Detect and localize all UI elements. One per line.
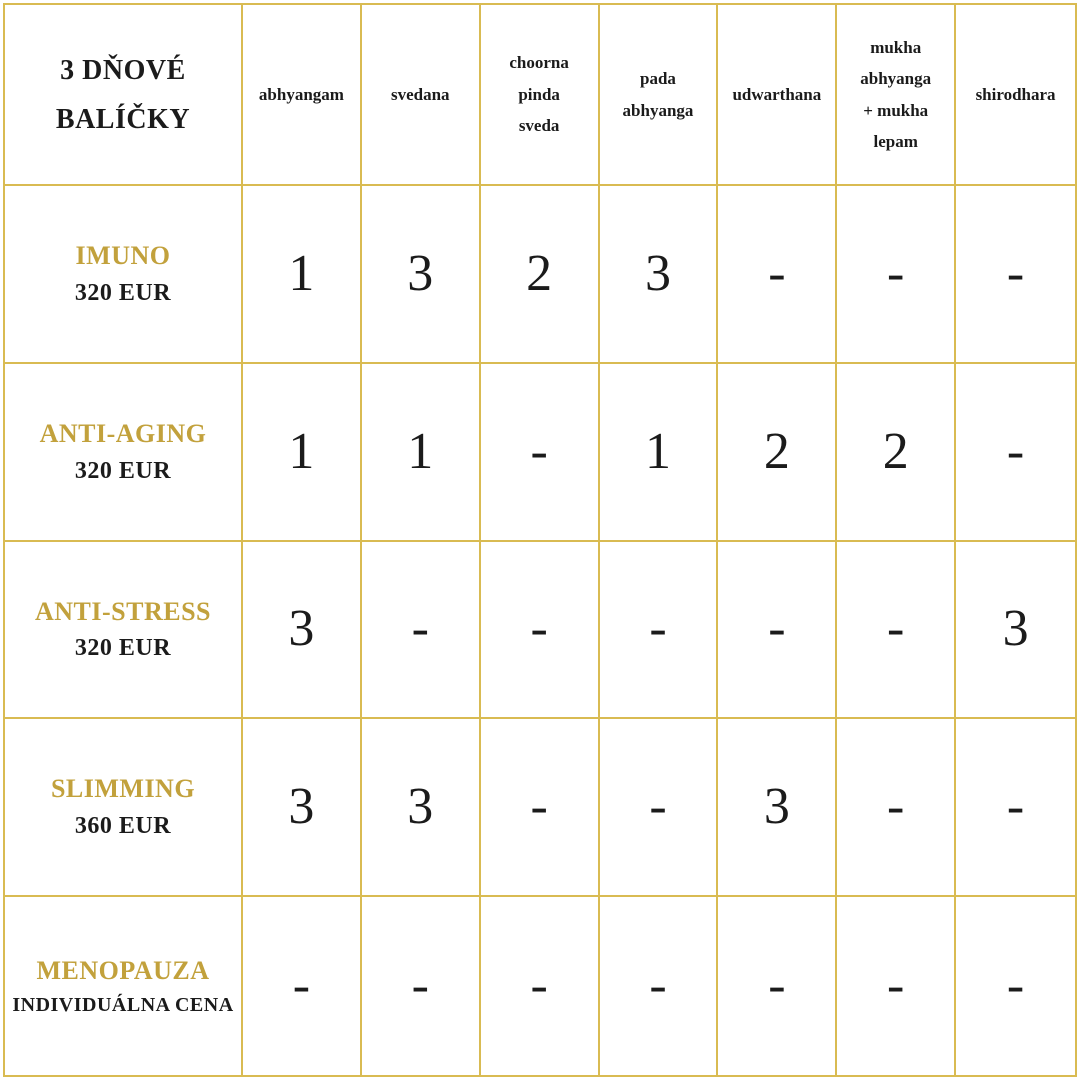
package-price: 320 EUR (74, 279, 172, 306)
cell-anti-aging-shirodhara: - (956, 364, 1075, 542)
cell-anti-aging-udwarthana: 2 (718, 363, 838, 542)
cell-anti-aging-svedana: 1 (361, 363, 481, 542)
row-label-slimming: SLIMMING 360 EUR (5, 719, 243, 898)
row-label-anti-aging: ANTI-AGING 320 EUR (5, 363, 243, 542)
cell-menopauza-svedana: - (362, 897, 481, 1075)
cell-anti-stress-svedana: - (361, 541, 481, 720)
cell-anti-stress-abhyangam: 3 (243, 541, 362, 720)
cell-imuno-abhyangam: 1 (243, 186, 362, 364)
cell-menopauza-shirodhara: - (1006, 957, 1025, 1015)
cell-slimming-mukha-abhyanga-mukha-lepam: - (837, 719, 957, 898)
cell-anti-aging-abhyangam: 1 (243, 363, 362, 542)
row-label-menopauza: MENOPAUZA INDIVIDUÁLNA CENA (5, 897, 243, 1075)
cell-slimming-svedana: 3 (361, 719, 481, 898)
cell-imuno-udwarthana: - (718, 186, 838, 364)
cell-menopauza-udwarthana: - (718, 897, 838, 1075)
package-name: SLIMMING (50, 774, 196, 804)
package-name: MENOPAUZA (36, 956, 210, 986)
package-name: ANTI-AGING (39, 418, 207, 448)
table-title: 3 DŇOVÉ BALÍČKY (5, 5, 243, 186)
cell-menopauza-abhyangam: - (243, 897, 362, 1075)
cell-anti-aging-mukha-abhyanga-mukha-lepam: 2 (837, 363, 957, 542)
cell-imuno-mukha-abhyanga-mukha-lepam: - (837, 186, 957, 364)
cell-anti-stress-pada-abhyanga: - (599, 541, 719, 720)
package-price: INDIVIDUÁLNA CENA (12, 993, 234, 1016)
column-header-svedana: svedana (361, 5, 481, 186)
cell-menopauza-pada-abhyanga: - (600, 897, 719, 1075)
cell-slimming-udwarthana: 3 (718, 719, 838, 898)
row-label-imuno: IMUNO 320 EUR (5, 186, 243, 364)
package-price: 320 EUR (74, 457, 172, 484)
package-name: IMUNO (75, 241, 171, 271)
cell-anti-stress-mukha-abhyanga-mukha-lepam: - (837, 541, 957, 720)
cell-slimming-choorna-pinda-sveda: - (480, 719, 600, 898)
column-header-mukha-abhyanga-mukha-lepam: mukha abhyanga + mukha lepam (837, 5, 957, 186)
column-header-choorna-pinda-sveda: choorna pinda sveda (480, 5, 600, 186)
cell-imuno-svedana: 3 (361, 186, 481, 364)
cell-anti-aging-pada-abhyanga: 1 (599, 363, 719, 542)
package-price: 360 EUR (74, 813, 172, 840)
cell-anti-stress-udwarthana: - (718, 541, 838, 720)
cell-anti-aging-choorna-pinda-sveda: - (480, 363, 600, 542)
column-header-abhyangam: abhyangam (243, 5, 362, 186)
package-price: 320 EUR (74, 635, 172, 662)
cell-anti-stress-choorna-pinda-sveda: - (480, 541, 600, 720)
cell-anti-stress-shirodhara: 3 (956, 542, 1075, 720)
cell-imuno-shirodhara: - (956, 186, 1075, 364)
cell-menopauza-choorna-pinda-sveda: - (481, 897, 600, 1075)
cell-slimming-pada-abhyanga: - (599, 719, 719, 898)
column-header-pada-abhyanga: pada abhyanga (599, 5, 719, 186)
cell-imuno-choorna-pinda-sveda: 2 (480, 186, 600, 364)
cell-slimming-shirodhara: - (956, 719, 1075, 898)
cell-slimming-abhyangam: 3 (243, 719, 362, 898)
cell-imuno-pada-abhyanga: 3 (599, 186, 719, 364)
column-header-shirodhara: shirodhara (956, 5, 1075, 186)
cell-menopauza-mukha-abhyanga-mukha-lepam: - (837, 897, 957, 1075)
package-name: ANTI-STRESS (34, 596, 211, 626)
row-label-anti-stress: ANTI-STRESS 320 EUR (5, 541, 243, 720)
pricing-table: 3 DŇOVÉ BALÍČKY abhyangam svedana choorn… (3, 3, 1077, 1077)
column-header-udwarthana: udwarthana (718, 5, 838, 186)
